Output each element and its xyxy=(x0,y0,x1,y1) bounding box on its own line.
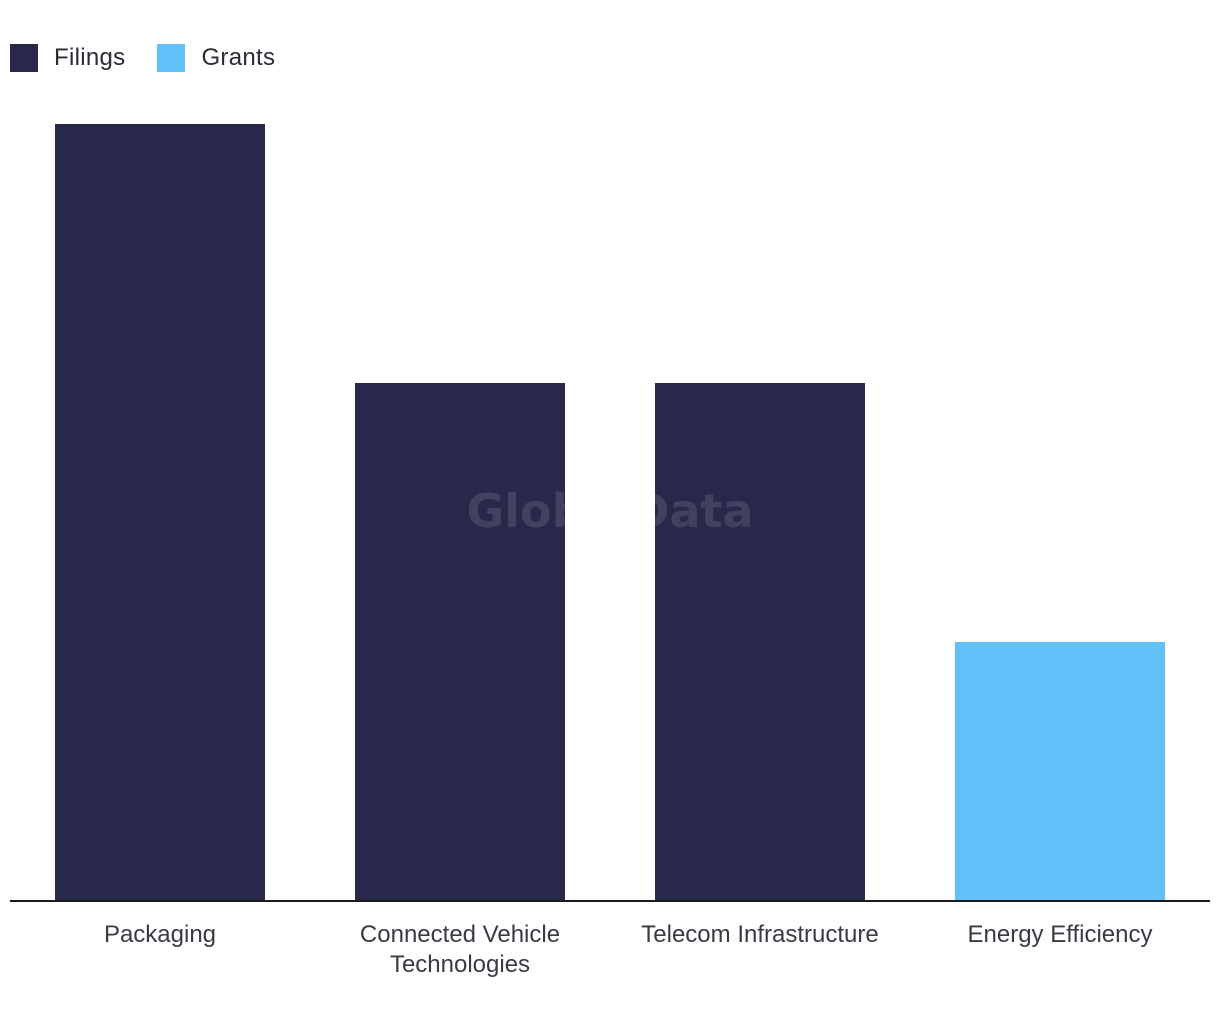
category-label-line: Packaging xyxy=(104,921,216,948)
legend-item-grants[interactable]: Grants xyxy=(157,44,275,72)
legend-item-filings[interactable]: Filings xyxy=(10,44,125,72)
bars-group xyxy=(55,124,1165,901)
legend-swatch-grants xyxy=(157,44,186,72)
bar-filings-1[interactable] xyxy=(355,383,565,901)
legend-label-filings: Filings xyxy=(54,44,126,71)
watermark-logo: GlobalData xyxy=(466,484,753,538)
category-label-2: Telecom Infrastructure xyxy=(641,921,878,948)
category-label-line: Telecom Infrastructure xyxy=(641,921,878,948)
legend-swatch-filings xyxy=(10,44,38,72)
category-label-line: Connected Vehicle xyxy=(360,921,560,948)
category-label-0: Packaging xyxy=(104,921,216,948)
category-label-1: Connected Vehicle Technologies xyxy=(360,921,560,978)
category-label-line: Technologies xyxy=(390,951,530,978)
legend: Filings Grants xyxy=(10,44,307,72)
bar-filings-0[interactable] xyxy=(55,124,265,901)
category-label-3: Energy Efficiency xyxy=(968,921,1153,948)
bar-grants-3[interactable] xyxy=(955,642,1165,901)
category-labels: Packaging Connected Vehicle Technologies Te… xyxy=(104,921,1153,978)
category-label-line: Energy Efficiency xyxy=(968,921,1153,948)
legend-label-grants: Grants xyxy=(201,44,276,71)
bar-filings-2[interactable] xyxy=(655,383,865,901)
